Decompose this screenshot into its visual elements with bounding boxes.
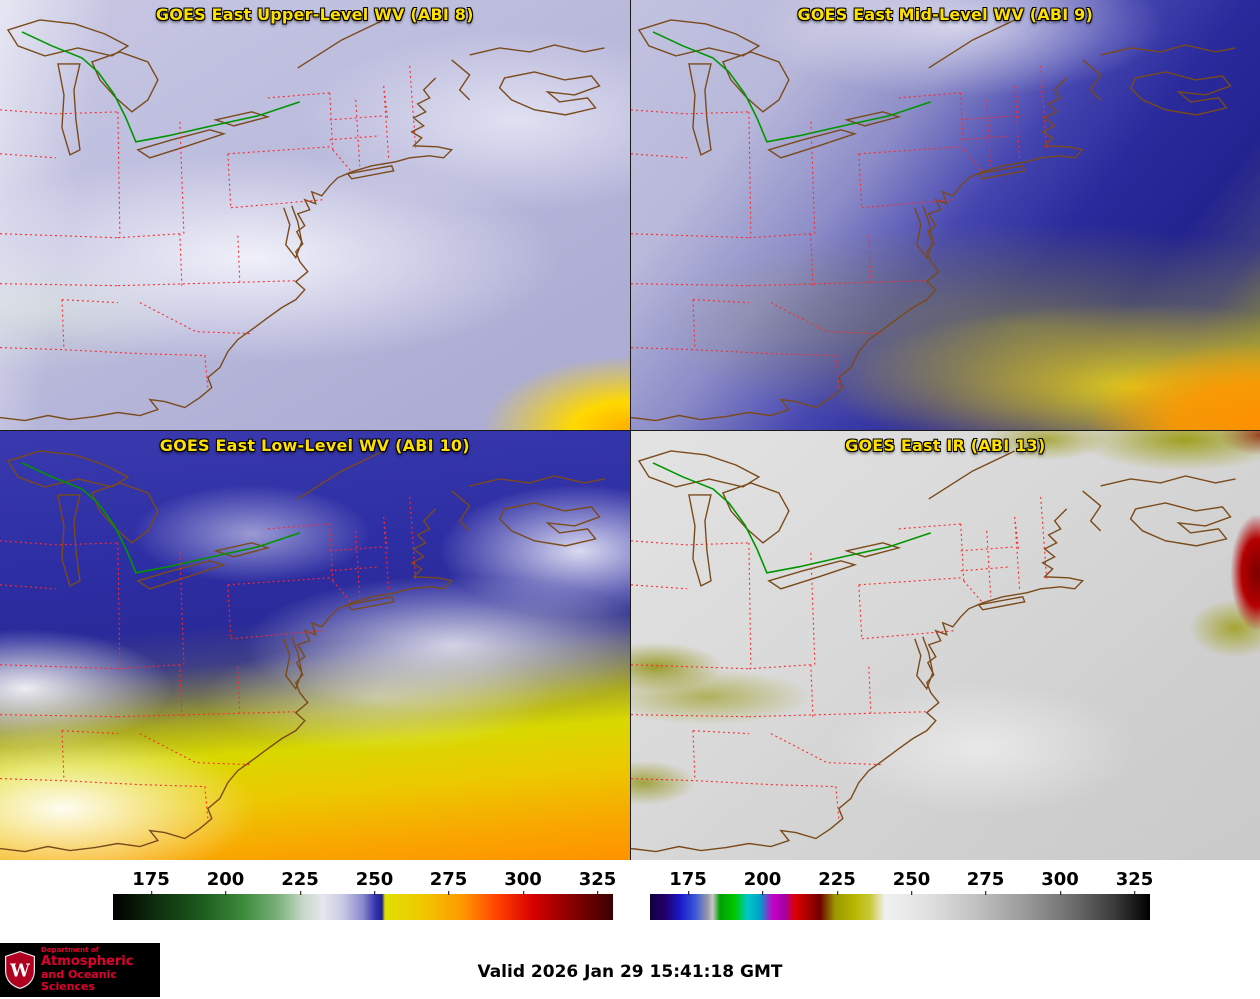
panel-upper-level-wv: GOES East Upper-Level WV (ABI 8) xyxy=(0,0,630,430)
colorbar-tick: 300 xyxy=(1041,869,1079,895)
colorbar-tick: 175 xyxy=(132,869,170,895)
panel-title-upper-wv: GOES East Upper-Level WV (ABI 8) xyxy=(155,5,474,24)
wv-colorbar: 175 200 225 250 275 300 325 xyxy=(113,864,616,920)
colorbar-tick: 200 xyxy=(743,869,782,895)
colorbar-tick: 325 xyxy=(578,869,617,895)
colorbar-row: 175 200 225 250 275 300 325 175 200 225 … xyxy=(0,860,1260,940)
panel-ir: GOES East IR (ABI 13) xyxy=(630,430,1260,860)
valid-time-label: Valid 2026 Jan 29 15:41:18 GMT xyxy=(477,962,783,982)
wv-colorbar-ticks: 175 200 225 250 275 300 325 xyxy=(113,864,616,895)
logo-line1: Atmospheric xyxy=(41,953,134,969)
satellite-panels-grid: GOES East Upper-Level WV (ABI 8) GOES Ea… xyxy=(0,0,1260,860)
colorbar-tick: 325 xyxy=(1115,869,1154,895)
colorbar-tick: 300 xyxy=(504,869,542,895)
uw-crest-icon: W xyxy=(5,950,35,990)
map-overlay-low-wv xyxy=(0,449,606,852)
panel-title-low-wv: GOES East Low-Level WV (ABI 10) xyxy=(159,435,470,455)
ir-colorbar-ticks: 175 200 225 250 275 300 325 xyxy=(650,864,1153,895)
panel-low-level-wv: GOES East Low-Level WV (ABI 10) xyxy=(0,430,630,860)
map-overlay-upper-wv xyxy=(0,19,606,422)
colorbar-tick: 225 xyxy=(281,869,319,895)
panel-mid-level-wv: GOES East Mid-Level WV (ABI 9) xyxy=(630,0,1260,430)
aos-logo: W Department of Atmospheric and Oceanic … xyxy=(0,943,160,997)
map-overlay-ir xyxy=(630,449,1236,852)
svg-text:W: W xyxy=(9,960,30,981)
footer: W Department of Atmospheric and Oceanic … xyxy=(0,940,1260,999)
logo-text: Department of Atmospheric and Oceanic Sc… xyxy=(41,945,160,993)
map-overlay-mid-wv xyxy=(630,19,1236,422)
ir-colorbar-gradient xyxy=(650,894,1150,920)
panel-title-mid-wv: GOES East Mid-Level WV (ABI 9) xyxy=(797,5,1094,24)
wv-colorbar-gradient xyxy=(113,894,613,920)
ir-colorbar: 175 200 225 250 275 300 325 xyxy=(650,864,1153,920)
colorbar-tick: 250 xyxy=(355,869,394,895)
panel-title-ir: GOES East IR (ABI 13) xyxy=(845,435,1046,455)
colorbar-tick: 275 xyxy=(966,869,1005,895)
logo-line2: and Oceanic Sciences xyxy=(41,967,117,993)
colorbar-tick: 175 xyxy=(669,869,707,895)
colorbar-tick: 225 xyxy=(818,869,856,895)
colorbar-tick: 200 xyxy=(206,869,245,895)
colorbar-tick: 250 xyxy=(892,869,931,895)
colorbar-tick: 275 xyxy=(429,869,468,895)
logo-dept-label: Department of xyxy=(41,945,99,954)
